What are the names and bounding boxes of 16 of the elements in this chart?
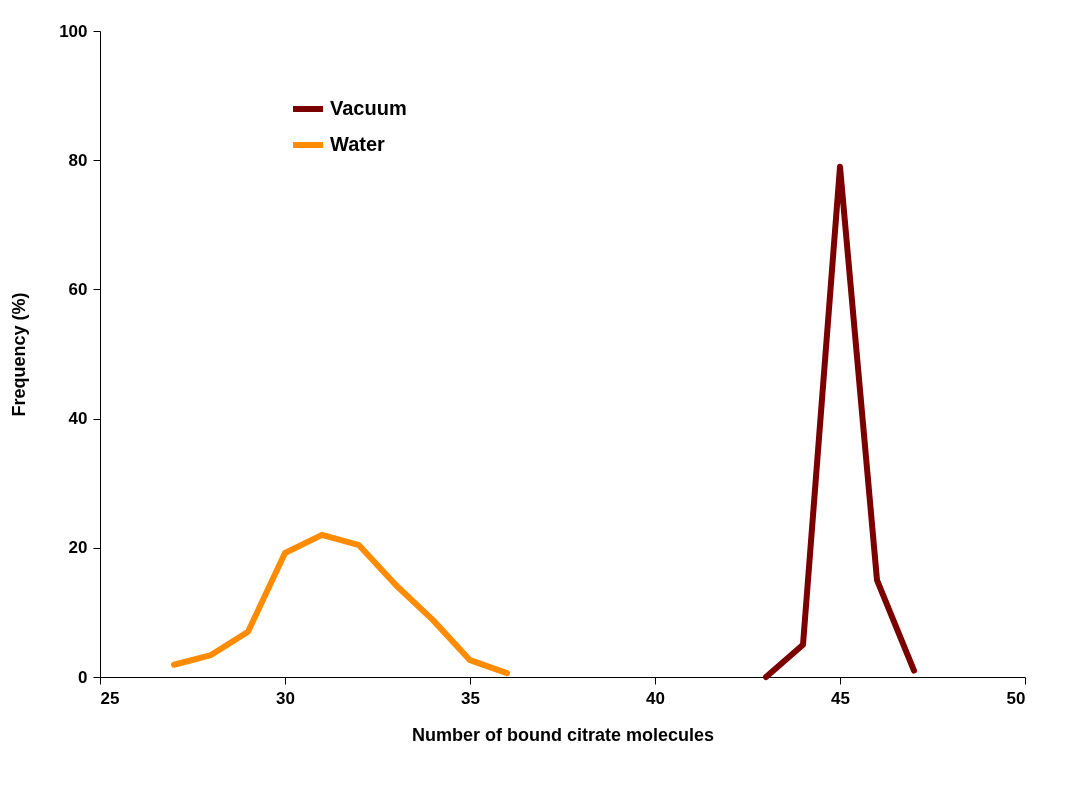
y-tick-label: 100 bbox=[59, 21, 88, 41]
y-tick-label: 20 bbox=[68, 538, 88, 558]
y-tick-label: 40 bbox=[68, 409, 88, 429]
x-tick-label: 35 bbox=[461, 688, 480, 708]
y-tick-label: 60 bbox=[68, 279, 88, 299]
legend-label: Vacuum bbox=[330, 97, 407, 119]
x-tick-label: 40 bbox=[646, 688, 665, 708]
x-tick-label: 45 bbox=[831, 688, 850, 708]
x-tick-label: 25 bbox=[100, 688, 120, 708]
x-axis-title: Number of bound citrate molecules bbox=[411, 724, 715, 745]
y-axis-title: Frequency (%) bbox=[9, 292, 30, 417]
x-tick-label: 30 bbox=[276, 688, 295, 708]
legend-label: Water bbox=[330, 133, 386, 155]
x-tick-label: 50 bbox=[1006, 688, 1026, 708]
y-tick-label: 0 bbox=[78, 667, 88, 687]
y-tick-label: 80 bbox=[68, 150, 88, 170]
